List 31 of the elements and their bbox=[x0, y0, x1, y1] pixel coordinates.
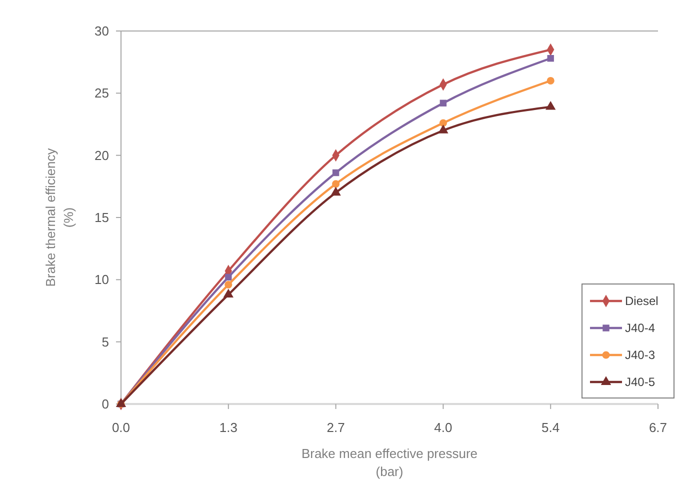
y-tick-label: 20 bbox=[94, 148, 109, 163]
point bbox=[223, 288, 234, 298]
legend-label: J40-4 bbox=[625, 321, 656, 336]
y-tick-label: 25 bbox=[94, 86, 109, 101]
point bbox=[225, 274, 232, 281]
point bbox=[224, 280, 232, 288]
legend-label: Diesel bbox=[625, 294, 658, 308]
x-tick-label: 5.4 bbox=[542, 420, 560, 435]
point bbox=[439, 119, 447, 127]
x-tick-label: 6.7 bbox=[648, 420, 668, 435]
point bbox=[330, 186, 341, 196]
point bbox=[332, 180, 340, 188]
legend-label: J40-3 bbox=[625, 348, 656, 362]
x-tick-label: 0.0 bbox=[112, 420, 130, 435]
x-tick-label: 1.3 bbox=[219, 420, 238, 435]
point bbox=[546, 100, 556, 110]
legend-label: J40-5 bbox=[625, 375, 656, 390]
y-tick-label: 0 bbox=[102, 396, 109, 412]
y-axis-title: Brake thermal efficiency (%) bbox=[43, 148, 76, 287]
x-tick-label: 4.0 bbox=[434, 420, 452, 435]
x-axis-title: Brake mean effective pressure (bar) bbox=[301, 446, 478, 479]
y-tick-label: 10 bbox=[94, 272, 109, 288]
point bbox=[547, 55, 554, 62]
x-tick-label: 2.7 bbox=[326, 420, 345, 435]
point bbox=[438, 124, 448, 134]
point bbox=[440, 100, 447, 106]
point bbox=[546, 76, 554, 85]
y-tick-label: 5 bbox=[102, 334, 109, 350]
y-tick-label: 30 bbox=[94, 24, 109, 39]
point bbox=[332, 169, 340, 176]
y-tick-label: 15 bbox=[94, 210, 109, 226]
